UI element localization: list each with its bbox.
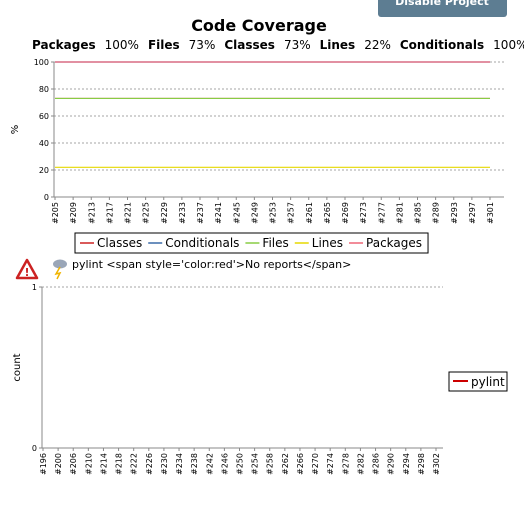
- x-tick-label: #257: [287, 202, 296, 224]
- summary-item: Classes: [224, 38, 275, 52]
- x-tick-label: #254: [251, 453, 260, 475]
- x-tick-label: #246: [220, 453, 229, 475]
- y-tick-label: 0: [44, 193, 49, 202]
- y-tick-label: 40: [39, 139, 49, 148]
- x-tick-label: #214: [99, 453, 108, 475]
- x-tick-label: #200: [54, 453, 63, 475]
- summary-item: 22%: [364, 38, 391, 52]
- x-tick-label: #290: [387, 453, 396, 475]
- legend-label: Files: [262, 236, 288, 250]
- x-tick-label: #293: [450, 202, 459, 224]
- x-tick-label: #233: [178, 202, 187, 224]
- x-tick-label: #205: [51, 202, 60, 224]
- weather-icon: [53, 259, 67, 280]
- x-tick-label: #274: [326, 453, 335, 475]
- summary-item: 73%: [189, 38, 216, 52]
- y-tick-label: 60: [39, 112, 49, 121]
- legend-label: Packages: [366, 236, 422, 250]
- x-tick-label: #282: [356, 453, 365, 475]
- x-tick-label: #229: [160, 202, 169, 224]
- x-tick-label: #213: [87, 202, 96, 224]
- x-tick-label: #265: [323, 202, 332, 224]
- x-tick-label: #245: [232, 202, 241, 224]
- legend-label: pylint: [471, 375, 505, 389]
- legend-box: [448, 371, 508, 392]
- x-tick-label: #226: [145, 453, 154, 475]
- x-tick-label: #261: [305, 202, 314, 224]
- chart-title: Code Coverage: [191, 16, 327, 35]
- x-tick-label: #210: [84, 453, 93, 475]
- x-tick-label: #277: [377, 202, 386, 224]
- legend: Classes Conditionals Files Lines Packages: [74, 232, 429, 254]
- x-tick-label: #230: [160, 453, 169, 475]
- y-axis-label: %: [10, 125, 21, 135]
- summary-item: 100%: [493, 38, 524, 52]
- x-tick-label: #289: [432, 202, 441, 224]
- summary-item: Lines: [320, 38, 356, 52]
- x-tick-label: #238: [190, 453, 199, 475]
- x-tick-label: #258: [266, 453, 275, 475]
- y-tick-label: 20: [39, 166, 49, 175]
- legend: pylint: [448, 371, 508, 392]
- x-tick-label: #298: [417, 453, 426, 475]
- x-tick-label: #249: [250, 202, 259, 224]
- x-tick-label: #218: [115, 453, 124, 475]
- x-tick-label: #301: [486, 202, 495, 224]
- legend-label: Conditionals: [165, 236, 239, 250]
- x-tick-label: #222: [130, 453, 139, 475]
- summary-item: Packages: [32, 38, 96, 52]
- y-tick-label: 80: [39, 85, 49, 94]
- legend-label: Lines: [312, 236, 343, 250]
- x-tick-label: #237: [196, 202, 205, 224]
- x-tick-label: #285: [414, 202, 423, 224]
- x-tick-label: #221: [124, 202, 133, 224]
- y-axis-label: count: [12, 353, 23, 381]
- legend-label: Classes: [97, 236, 142, 250]
- x-tick-label: #278: [341, 453, 350, 475]
- x-tick-label: #297: [468, 202, 477, 224]
- x-tick-label: #270: [311, 453, 320, 475]
- summary-item: Files: [148, 38, 180, 52]
- x-tick-label: #281: [395, 202, 404, 224]
- x-tick-label: #196: [39, 453, 48, 475]
- y-tick-label: 100: [34, 58, 49, 67]
- summary-item: 100%: [105, 38, 139, 52]
- y-tick-label: 1: [32, 283, 37, 292]
- x-tick-label: #225: [142, 202, 151, 224]
- svg-text:!: !: [24, 266, 29, 279]
- chart-title: pylint <span style='color:red'>No report…: [72, 258, 351, 271]
- warning-icon: !: [15, 258, 39, 280]
- x-tick-label: #217: [105, 202, 114, 224]
- x-tick-label: #273: [359, 202, 368, 224]
- x-tick-label: #241: [214, 202, 223, 224]
- x-tick-label: #209: [69, 202, 78, 224]
- button-label[interactable]: Disable Project: [395, 0, 489, 8]
- x-tick-label: #269: [341, 202, 350, 224]
- x-tick-label: #250: [236, 453, 245, 475]
- x-tick-label: #286: [372, 453, 381, 475]
- x-tick-label: #253: [269, 202, 278, 224]
- x-tick-label: #294: [402, 453, 411, 475]
- x-tick-label: #206: [69, 453, 78, 475]
- disable-button[interactable]: [378, 0, 507, 17]
- y-tick-label: 0: [32, 444, 37, 453]
- summary-item: 73%: [284, 38, 311, 52]
- x-tick-label: #262: [281, 453, 290, 475]
- x-tick-label: #242: [205, 453, 214, 475]
- x-tick-label: #302: [432, 453, 441, 475]
- summary-item: Conditionals: [400, 38, 484, 52]
- x-tick-label: #266: [296, 453, 305, 475]
- x-tick-label: #234: [175, 453, 184, 475]
